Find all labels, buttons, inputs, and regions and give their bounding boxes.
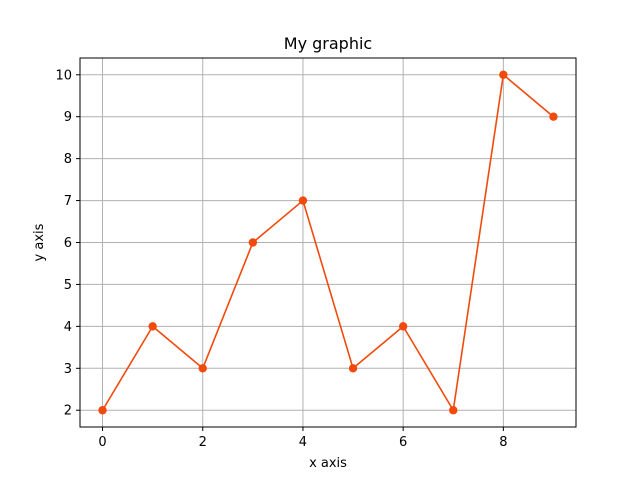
x-tick-label: 8	[499, 435, 507, 450]
axis-ticks: 0 2 4 6 8 2 3 4 5 6 7 8 9 10	[55, 68, 507, 450]
y-tick-label: 6	[64, 236, 72, 251]
data-point	[549, 112, 558, 121]
y-tick-label: 9	[64, 110, 72, 125]
y-tick-label: 2	[64, 404, 72, 419]
x-tick-label: 4	[299, 435, 307, 450]
data-point	[198, 364, 207, 373]
y-tick-label: 4	[64, 320, 72, 335]
y-tick-label: 3	[64, 362, 72, 377]
grid-lines	[80, 58, 576, 427]
x-tick-label: 6	[399, 435, 407, 450]
x-axis-title: x axis	[309, 456, 347, 471]
data-point	[398, 322, 408, 331]
y-tick-label: 8	[64, 152, 72, 167]
y-tick-label: 5	[64, 278, 72, 293]
y-tick-label: 7	[64, 194, 72, 209]
data-point	[348, 364, 358, 373]
x-tick-label: 2	[199, 435, 207, 450]
y-tick-label: 10	[55, 68, 72, 83]
series-line	[101, 73, 554, 412]
y-axis-title: y axis	[32, 223, 47, 261]
data-point	[248, 238, 258, 247]
chart-title: My graphic	[284, 34, 372, 53]
data-point	[298, 196, 308, 205]
data-series	[98, 70, 558, 415]
data-point	[148, 322, 157, 331]
data-point	[499, 70, 508, 79]
data-point	[98, 406, 107, 415]
x-tick-label: 0	[98, 435, 106, 450]
data-point	[449, 406, 458, 415]
